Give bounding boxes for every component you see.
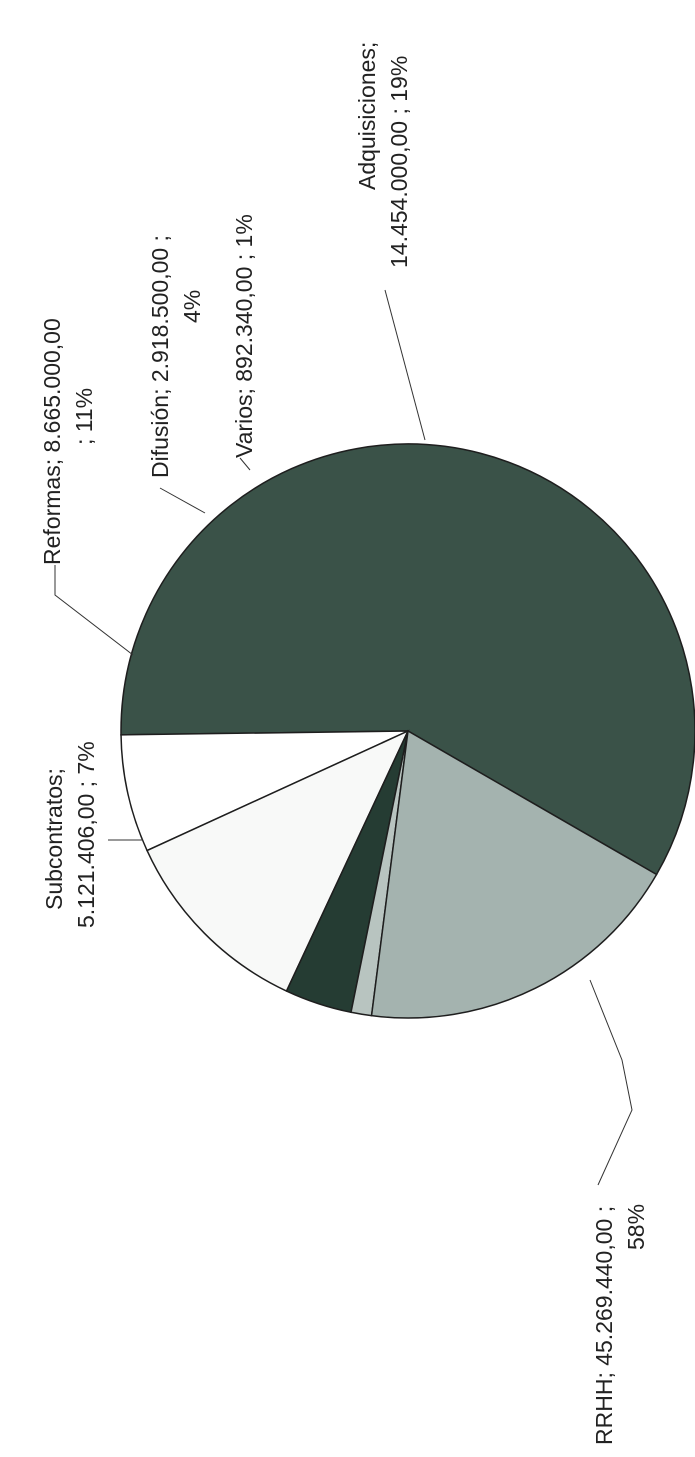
- pie-slices: [120, 443, 695, 1019]
- label-rrhh: RRHH; 45.269.440,00 ; 58%: [591, 1200, 649, 1445]
- data-labels: RRHH; 45.269.440,00 ; 58% Subcontratos; …: [39, 35, 649, 1445]
- leader-line-adquisiciones: [384, 289, 426, 441]
- label-adquisiciones-line2: 14.454.000,00 ; 19%: [386, 56, 412, 268]
- pie-slice-adquisiciones: [370, 729, 658, 1019]
- label-reformas: Reformas; 8.665.000,00 ; 11%: [39, 312, 97, 565]
- pie-slice-reformas: [146, 729, 410, 993]
- leader-lines: [54, 289, 633, 1186]
- label-difusion: Difusión; 2.918.500,00 ; 4%: [147, 229, 205, 478]
- label-subcontratos: Subcontratos; 5.121.406,00 ; 7%: [41, 741, 99, 928]
- label-reformas-line2: ; 11%: [71, 388, 97, 445]
- label-difusion-line1: Difusión; 2.918.500,00 ;: [147, 235, 173, 478]
- label-rrhh-line1: RRHH; 45.269.440,00 ;: [591, 1206, 617, 1445]
- label-subcontratos-line1: Subcontratos;: [41, 768, 67, 910]
- label-varios-line1: Varios; 892.340,00 ; 1%: [231, 214, 257, 458]
- label-rrhh-line2: 58%: [623, 1204, 649, 1250]
- label-difusion-line2: 4%: [179, 290, 205, 323]
- pie-slice-subcontratos: [120, 730, 409, 852]
- leader-line-difusion: [159, 487, 206, 514]
- label-varios: Varios; 892.340,00 ; 1%: [231, 214, 257, 458]
- leader-line-rrhh: [589, 979, 633, 1186]
- label-adquisiciones: Adquisiciones; 14.454.000,00 ; 19%: [354, 35, 412, 268]
- label-subcontratos-line2: 5.121.406,00 ; 7%: [73, 741, 99, 928]
- label-reformas-line1: Reformas; 8.665.000,00: [39, 318, 65, 565]
- leader-line-varios: [239, 457, 251, 471]
- label-adquisiciones-line1: Adquisiciones;: [354, 42, 380, 190]
- leader-line-reformas: [54, 565, 134, 656]
